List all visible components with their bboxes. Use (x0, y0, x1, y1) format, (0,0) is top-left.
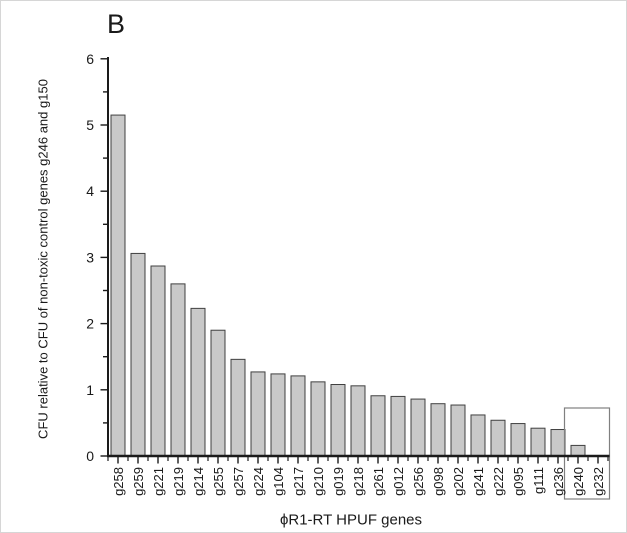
bar-g218 (350, 385, 366, 457)
x-tick-label-g222: g222 (491, 467, 506, 496)
highlight-box (563, 407, 611, 500)
bar-g221 (150, 265, 166, 457)
x-tick-label-g210: g210 (311, 467, 326, 496)
x-tick-label-g202: g202 (451, 467, 466, 496)
y-tick-label: 5 (86, 117, 94, 133)
x-tick-label-g257: g257 (231, 467, 246, 496)
x-tick-label-g104: g104 (271, 467, 286, 496)
bar-g240 (570, 444, 586, 457)
y-tick-label: 4 (86, 183, 94, 199)
x-tick-label-g259: g259 (131, 467, 146, 496)
bar-g012 (390, 395, 406, 457)
panel-label: B (107, 9, 126, 39)
x-tick-label-g012: g012 (391, 467, 406, 496)
x-tick-label-g258: g258 (111, 467, 126, 496)
bar-g217 (290, 375, 306, 457)
y-tick-label: 0 (86, 448, 94, 464)
bar-g261 (370, 395, 386, 457)
x-tick-label-g256: g256 (411, 467, 426, 496)
bar-g257 (230, 358, 246, 457)
bar-g256 (410, 398, 426, 457)
x-tick-label-g261: g261 (371, 467, 386, 496)
bar-g241 (470, 414, 486, 457)
x-tick-label-g241: g241 (471, 467, 486, 496)
bar-g111 (530, 427, 546, 457)
x-tick-label-g019: g019 (331, 467, 346, 496)
x-tick-label-g232: g232 (591, 467, 606, 496)
bar-g236 (550, 429, 566, 457)
bar-g219 (170, 283, 186, 457)
y-tick-label: 1 (86, 382, 94, 398)
x-tick-label-g214: g214 (191, 467, 206, 496)
x-tick-label-g098: g098 (431, 467, 446, 496)
x-tick-label-g240: g240 (571, 467, 586, 496)
x-tick-label-g218: g218 (351, 467, 366, 496)
bar-g255 (210, 329, 226, 457)
x-tick-label-g236: g236 (551, 467, 566, 496)
bar-g098 (430, 403, 446, 457)
bar-g104 (270, 373, 286, 457)
x-axis-title: ϕR1-RT HPUF genes (279, 511, 423, 529)
bar-g258 (110, 114, 126, 457)
x-tick-label-g219: g219 (171, 467, 186, 496)
bar-g224 (250, 371, 266, 457)
bar-g210 (310, 381, 326, 457)
bar-g214 (190, 307, 206, 457)
x-tick-label-g224: g224 (251, 467, 266, 496)
x-tick-label-g095: g095 (511, 467, 526, 496)
x-tick-label-g255: g255 (211, 467, 226, 496)
bar-g259 (130, 252, 146, 457)
y-tick-label: 6 (86, 51, 94, 67)
bar-g019 (330, 384, 346, 457)
y-tick-label: 3 (86, 249, 94, 265)
bar-g222 (490, 419, 506, 457)
bar-g095 (510, 423, 526, 457)
x-tick-label-g217: g217 (291, 467, 306, 496)
y-tick-label: 2 (86, 316, 94, 332)
x-tick-label-g111: g111 (531, 467, 546, 494)
bar-g202 (450, 404, 466, 457)
x-tick-label-g221: g221 (151, 467, 166, 496)
